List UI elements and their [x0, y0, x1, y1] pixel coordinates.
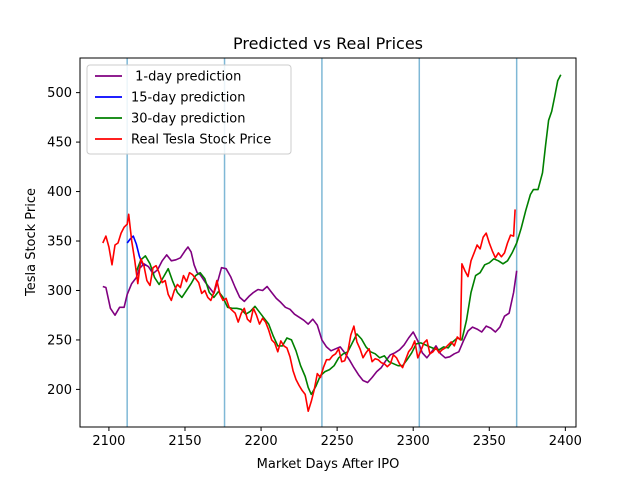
- y-tick-label-3: 350: [47, 235, 72, 250]
- series-lines: [102, 74, 562, 412]
- y-tick-label-2: 300: [47, 284, 72, 299]
- series-line-0: [102, 246, 518, 384]
- legend-label-2: 30-day prediction: [131, 112, 246, 127]
- x-axis-label: Market Days After IPO: [257, 457, 400, 472]
- legend: 1-day prediction 15-day prediction 30-day …: [86, 64, 292, 155]
- plot-frame: [79, 57, 577, 428]
- x-tick-label-0: 2100: [92, 434, 125, 449]
- x-tick-label-6: 2400: [549, 434, 582, 449]
- y-tick-label-6: 500: [47, 86, 72, 101]
- y-tick-label-5: 450: [47, 136, 72, 151]
- series-line-3: [102, 209, 516, 412]
- x-tick-label-4: 2300: [397, 434, 430, 449]
- legend-label-3: Real Tesla Stock Price: [131, 133, 271, 148]
- x-tick-label-5: 2350: [473, 434, 506, 449]
- chart-title: Predicted vs Real Prices: [233, 34, 423, 53]
- legend-box: [86, 64, 292, 155]
- x-tick-label-3: 2250: [321, 434, 354, 449]
- y-tick-label-4: 400: [47, 185, 72, 200]
- x-tick-label-2: 2200: [245, 434, 278, 449]
- legend-label-1: 15-day prediction: [131, 91, 246, 106]
- series-line-2: [135, 74, 562, 396]
- legend-label-0: 1-day prediction: [131, 70, 241, 85]
- y-tick-label-1: 250: [47, 333, 72, 348]
- x-tick-label-1: 2150: [168, 434, 201, 449]
- x-axis-ticks: 2100 2150 2200 2250 2300 2350 2400: [92, 427, 582, 449]
- plot-area: 2100 2150 2200 2250 2300 2350 2400 200 250 300 35…: [47, 57, 582, 449]
- y-tick-label-0: 200: [47, 383, 72, 398]
- y-axis-label: Tesla Stock Price: [24, 188, 39, 297]
- y-axis-ticks: 200 250 300 350 400 450 500: [47, 86, 80, 398]
